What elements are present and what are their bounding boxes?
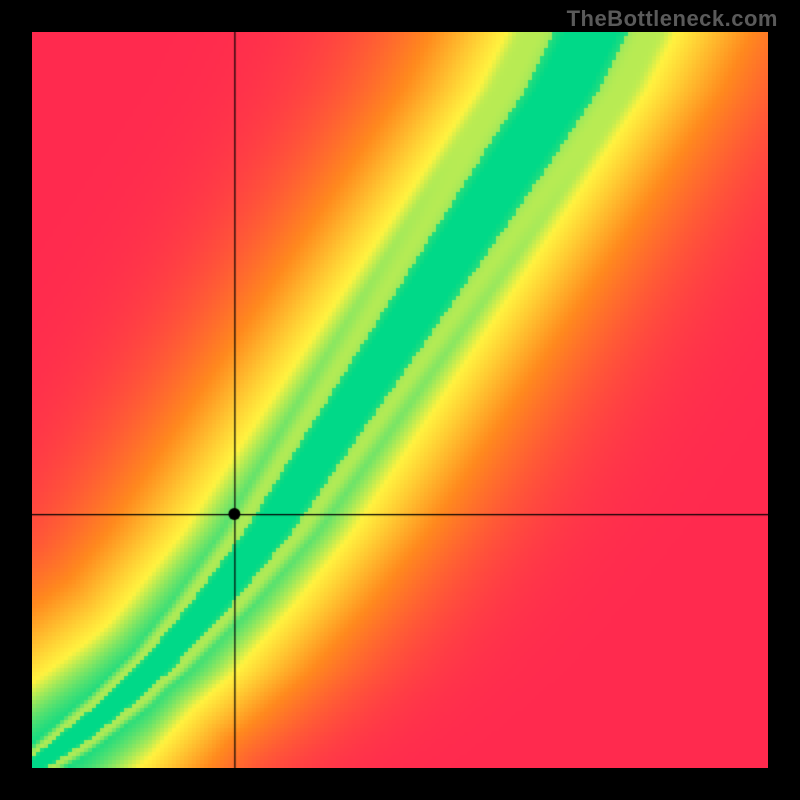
bottleneck-heatmap: [32, 32, 768, 768]
watermark-text: TheBottleneck.com: [567, 6, 778, 32]
